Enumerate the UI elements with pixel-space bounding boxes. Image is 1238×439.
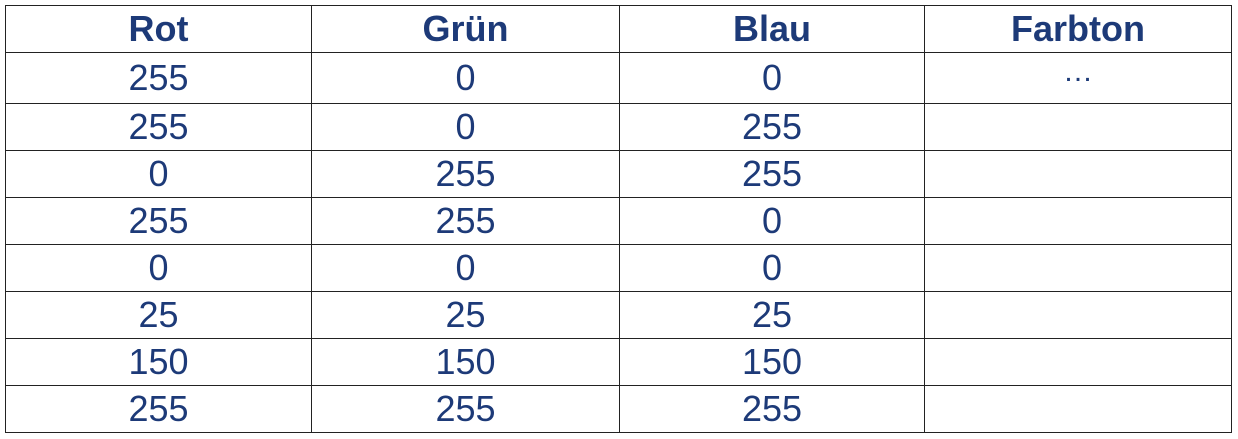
cell-rot: 0 — [5, 150, 312, 198]
table-row: 255 255 0 — [5, 197, 1232, 245]
cell-farbton — [924, 338, 1232, 386]
cell-blau: 255 — [619, 385, 925, 433]
cell-rot: 255 — [5, 52, 312, 104]
cell-farbton — [924, 291, 1232, 339]
cell-gruen: 0 — [311, 103, 620, 151]
table-header-row: Rot Grün Blau Farbton — [5, 5, 1232, 53]
color-table-container: Rot Grün Blau Farbton 255 0 0 … 255 0 25… — [5, 5, 1232, 433]
cell-blau: 0 — [619, 244, 925, 292]
cell-blau: 0 — [619, 197, 925, 245]
table-row: 255 255 255 — [5, 385, 1232, 433]
table-row: 25 25 25 — [5, 291, 1232, 339]
cell-gruen: 0 — [311, 52, 620, 104]
column-header-blau: Blau — [619, 5, 925, 53]
table-row: 255 0 0 … — [5, 52, 1232, 104]
cell-blau: 255 — [619, 103, 925, 151]
cell-gruen: 255 — [311, 150, 620, 198]
cell-gruen: 255 — [311, 385, 620, 433]
cell-rot: 255 — [5, 103, 312, 151]
cell-farbton — [924, 244, 1232, 292]
cell-blau: 25 — [619, 291, 925, 339]
column-header-rot: Rot — [5, 5, 312, 53]
cell-blau: 150 — [619, 338, 925, 386]
cell-gruen: 255 — [311, 197, 620, 245]
column-header-gruen: Grün — [311, 5, 620, 53]
cell-gruen: 150 — [311, 338, 620, 386]
cell-farbton: … — [924, 52, 1232, 104]
rgb-color-table: Rot Grün Blau Farbton 255 0 0 … 255 0 25… — [5, 5, 1232, 433]
cell-farbton — [924, 103, 1232, 151]
cell-farbton — [924, 385, 1232, 433]
cell-gruen: 0 — [311, 244, 620, 292]
table-row: 255 0 255 — [5, 103, 1232, 151]
cell-farbton — [924, 150, 1232, 198]
cell-rot: 255 — [5, 197, 312, 245]
cell-gruen: 25 — [311, 291, 620, 339]
cell-rot: 150 — [5, 338, 312, 386]
cell-farbton — [924, 197, 1232, 245]
table-row: 0 0 0 — [5, 244, 1232, 292]
cell-blau: 0 — [619, 52, 925, 104]
cell-rot: 25 — [5, 291, 312, 339]
cell-rot: 255 — [5, 385, 312, 433]
cell-rot: 0 — [5, 244, 312, 292]
cell-blau: 255 — [619, 150, 925, 198]
table-row: 0 255 255 — [5, 150, 1232, 198]
column-header-farbton: Farbton — [924, 5, 1232, 53]
table-row: 150 150 150 — [5, 338, 1232, 386]
